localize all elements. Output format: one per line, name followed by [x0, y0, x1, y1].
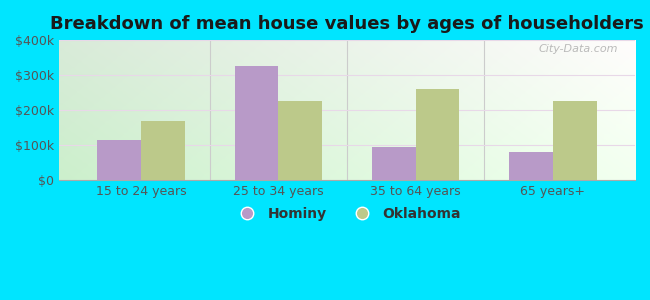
Bar [98, 140, 141, 180]
Text: City-Data.com: City-Data.com [538, 44, 617, 54]
Bar [415, 89, 460, 180]
Legend: Hominy, Oklahoma: Hominy, Oklahoma [227, 201, 467, 226]
Title: Breakdown of mean house values by ages of householders: Breakdown of mean house values by ages o… [50, 15, 644, 33]
Bar [141, 121, 185, 180]
Bar [372, 147, 415, 180]
Bar [235, 66, 278, 180]
Bar [552, 101, 597, 180]
Bar [278, 101, 322, 180]
Bar [509, 152, 552, 180]
